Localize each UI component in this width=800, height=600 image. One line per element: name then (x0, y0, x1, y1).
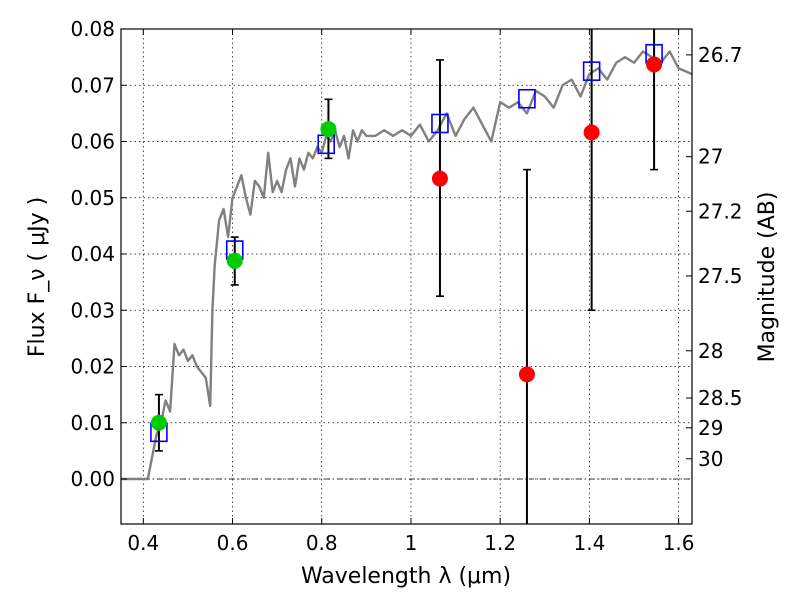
y-tick-label: 0.06 (70, 130, 115, 154)
mag-tick-label: 28 (698, 339, 723, 363)
y-tick-label: 0.00 (70, 467, 115, 491)
right-axis-label: Magnitude (AB) (755, 192, 780, 363)
x-tick-label: 0.4 (127, 531, 159, 555)
model-photometry (150, 43, 663, 443)
y-tick-label: 0.01 (70, 411, 115, 435)
observed-flux-point (646, 56, 663, 73)
x-tick-label: 0.6 (217, 531, 249, 555)
y-tick-label: 0.04 (70, 242, 115, 266)
observed-flux-point (431, 170, 448, 187)
error-bars (154, 29, 659, 524)
mag-tick-label: 30 (698, 447, 723, 471)
y-axis-label: Flux F_ν ( μJy ) (25, 197, 50, 357)
model-spectrum (121, 50, 693, 481)
y-tick-label: 0.05 (70, 186, 115, 210)
observed-flux-point (583, 124, 600, 141)
mag-tick-label: 27.2 (698, 199, 743, 223)
grid (121, 28, 692, 524)
mag-tick-label: 29 (698, 416, 723, 440)
observed-flux-point (226, 252, 243, 269)
mag-tick-label: 26.7 (698, 43, 743, 67)
model-flux-square (431, 113, 449, 134)
y-tick-label: 0.08 (70, 17, 115, 41)
observed-flux-point (518, 366, 535, 383)
x-tick-label: 1.4 (573, 531, 605, 555)
plot-frame (120, 28, 693, 525)
y-tick-label: 0.02 (70, 355, 115, 379)
ticks: 0.4 0.6 0.8 1 1.2 1.4 1.6 0.00 0.01 0.02 0.03 0.04 0… (70, 17, 742, 555)
observed-points (150, 56, 663, 431)
y-tick-label: 0.03 (70, 298, 115, 322)
model-spectrum-line (121, 50, 693, 481)
x-tick-label: 1 (405, 531, 418, 555)
mag-tick-label: 27 (698, 145, 723, 169)
y-tick-label: 0.07 (70, 73, 115, 97)
x-axis-label: Wavelength λ (μm) (301, 564, 511, 589)
x-tick-label: 0.8 (306, 531, 338, 555)
x-tick-label: 1.6 (663, 531, 695, 555)
observed-flux-point (320, 121, 337, 138)
model-flux-square (518, 88, 536, 109)
mag-tick-label: 28.5 (698, 386, 743, 410)
x-tick-label: 1.2 (484, 531, 516, 555)
mag-tick-label: 27.5 (698, 264, 743, 288)
observed-flux-point (150, 414, 167, 431)
model-flux-square (582, 61, 601, 81)
